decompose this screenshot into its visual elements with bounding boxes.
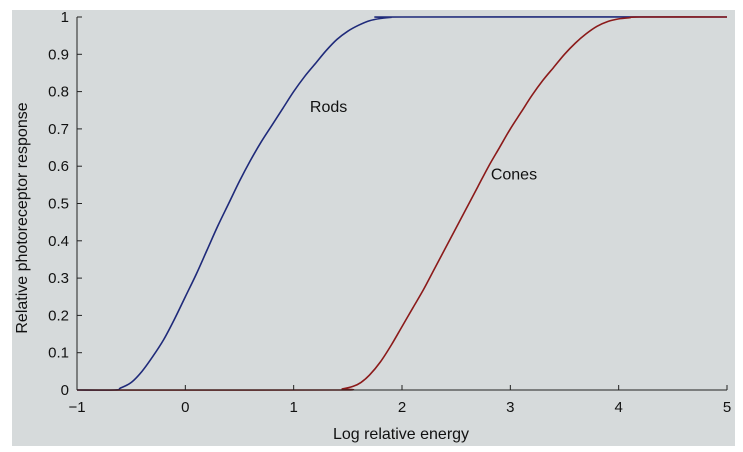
x-tick-label: 1 [289,399,297,416]
y-tick-label: 1 [61,9,69,26]
cones-curve [76,16,728,391]
y-tick-label: 0 [61,382,69,399]
y-tick-label: 0.9 [48,46,69,63]
y-tick-label: 0.8 [48,84,69,101]
y-tick-label: 0.2 [48,307,69,324]
curves-layer [76,16,728,391]
y-tick-label: 0.7 [48,121,69,138]
x-tick-label: 3 [506,399,514,416]
y-tick-label: 0.3 [48,270,69,287]
y-tick-label: 0.1 [48,345,69,362]
x-tick-label: 5 [723,399,731,416]
rods-curve [76,16,728,391]
labels-layer: −1 0 1 2 3 4 500.10.20.30.40.50.60.70.80.91Rod… [48,9,731,416]
x-tick-label: −1 [68,399,85,416]
x-tick-label: 4 [614,399,622,416]
y-axis-label: Relative photoreceptor response [14,102,31,333]
rods-label: Rods [310,99,347,116]
y-tick-label: 0.5 [48,196,69,213]
y-tick-label: 0.6 [48,158,69,175]
plot-background [12,10,735,446]
x-axis-label: Log relative energy [333,426,469,443]
x-tick-label: 0 [181,399,189,416]
axes-layer [76,16,728,391]
cones-label: Cones [491,166,537,183]
y-tick-label: 0.4 [48,233,69,250]
x-tick-label: 2 [398,399,406,416]
